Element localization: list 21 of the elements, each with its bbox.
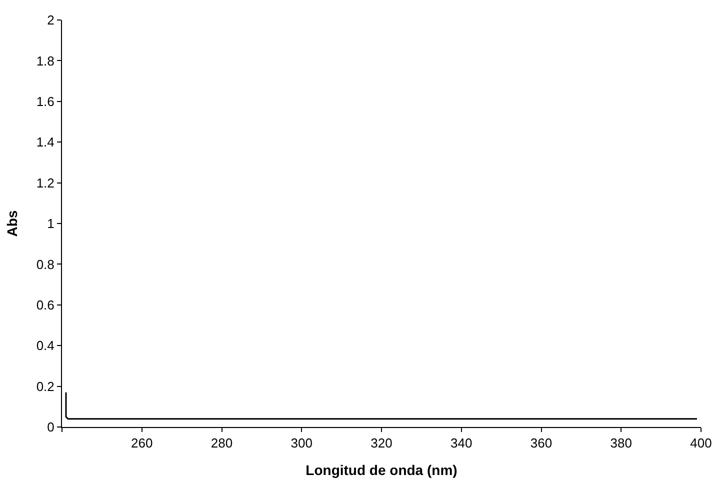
y-tick-label: 2 xyxy=(47,12,54,28)
x-tick-label: 400 xyxy=(690,436,712,451)
y-tick-label: 1.2 xyxy=(36,175,54,190)
x-axis-title: Longitud de onda (nm) xyxy=(306,462,458,478)
x-tick-label: 340 xyxy=(450,436,472,451)
y-tick-label: 1.8 xyxy=(36,53,54,68)
y-tick-label: 0.6 xyxy=(36,297,54,312)
y-tick-label: 0.4 xyxy=(36,338,54,354)
y-tick-label: 0 xyxy=(47,420,54,435)
x-tick-label: 300 xyxy=(290,436,312,451)
y-tick-label: 0.8 xyxy=(36,256,54,272)
x-tick-label: 280 xyxy=(210,436,233,451)
x-tick-label: 320 xyxy=(370,436,392,451)
x-tick-label: 360 xyxy=(530,436,552,451)
y-axis-title: Abs xyxy=(4,210,20,237)
x-tick-label: 380 xyxy=(610,436,632,451)
y-tick-label: 1.4 xyxy=(36,134,54,150)
y-tick-label: 1 xyxy=(47,216,54,232)
x-tick-label: 260 xyxy=(131,436,153,451)
y-tick-label: 1.6 xyxy=(36,94,54,109)
y-tick-label: 0.2 xyxy=(36,378,54,394)
